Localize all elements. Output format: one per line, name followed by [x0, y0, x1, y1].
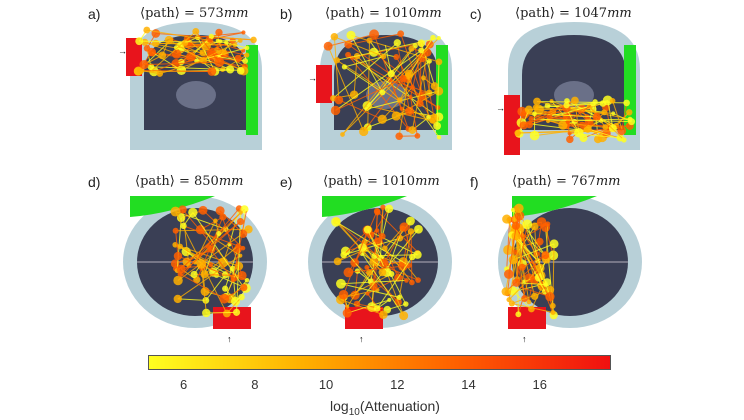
source: [504, 95, 520, 155]
svg-text:↑: ↑: [522, 334, 527, 344]
path-length-title: ⟨path⟩ = 1010mm: [323, 174, 440, 189]
colorbar-tick-label: 10: [318, 377, 334, 392]
svg-text:↑: ↑: [359, 334, 364, 344]
colorbar: [148, 355, 611, 370]
panel-label: b): [280, 6, 293, 22]
detector: [512, 196, 597, 217]
svg-text:→: →: [308, 73, 317, 83]
detector: [322, 196, 407, 217]
path-length-title: ⟨path⟩ = 767mm: [512, 174, 621, 189]
path-length-title: ⟨path⟩ = 573mm: [140, 6, 249, 21]
source: [508, 307, 546, 329]
panel-axial-4: ↑: [308, 196, 452, 344]
panel-label: a): [88, 6, 101, 22]
panel-axial-5: ↑: [498, 196, 642, 344]
path-length-title: ⟨path⟩ = 1047mm: [515, 6, 632, 21]
panel-label: e): [280, 174, 293, 190]
panel-axial-3: ↑: [123, 196, 267, 344]
path-length-title: ⟨path⟩ = 1010mm: [325, 6, 442, 21]
detector: [130, 196, 215, 217]
panel-coronal-0: →: [118, 22, 262, 150]
detector: [246, 45, 258, 135]
source: [345, 307, 383, 329]
source: [213, 307, 251, 329]
colorbar-tick-label: 14: [461, 377, 476, 392]
svg-text:→: →: [118, 46, 127, 56]
colorbar-tick-label: 6: [179, 377, 188, 392]
source: [316, 65, 332, 103]
panel-coronal-1: →: [308, 22, 452, 150]
source: [126, 38, 142, 76]
colorbar-tick-label: 8: [251, 377, 259, 392]
panel-coronal-2: →: [496, 22, 640, 155]
svg-text:↑: ↑: [227, 334, 232, 344]
path-length-title: ⟨path⟩ = 850mm: [135, 174, 244, 189]
panel-label: f): [470, 174, 479, 190]
colorbar-tick-label: 16: [532, 377, 547, 392]
figure-panels: → → → ↑ ↑ ↑: [118, 22, 642, 344]
panel-label: d): [88, 174, 101, 190]
colorbar-label: log10(Attenuation): [330, 398, 440, 418]
panel-label: c): [470, 6, 482, 22]
colorbar-tick-label: 12: [390, 377, 405, 392]
svg-text:→: →: [496, 103, 505, 113]
